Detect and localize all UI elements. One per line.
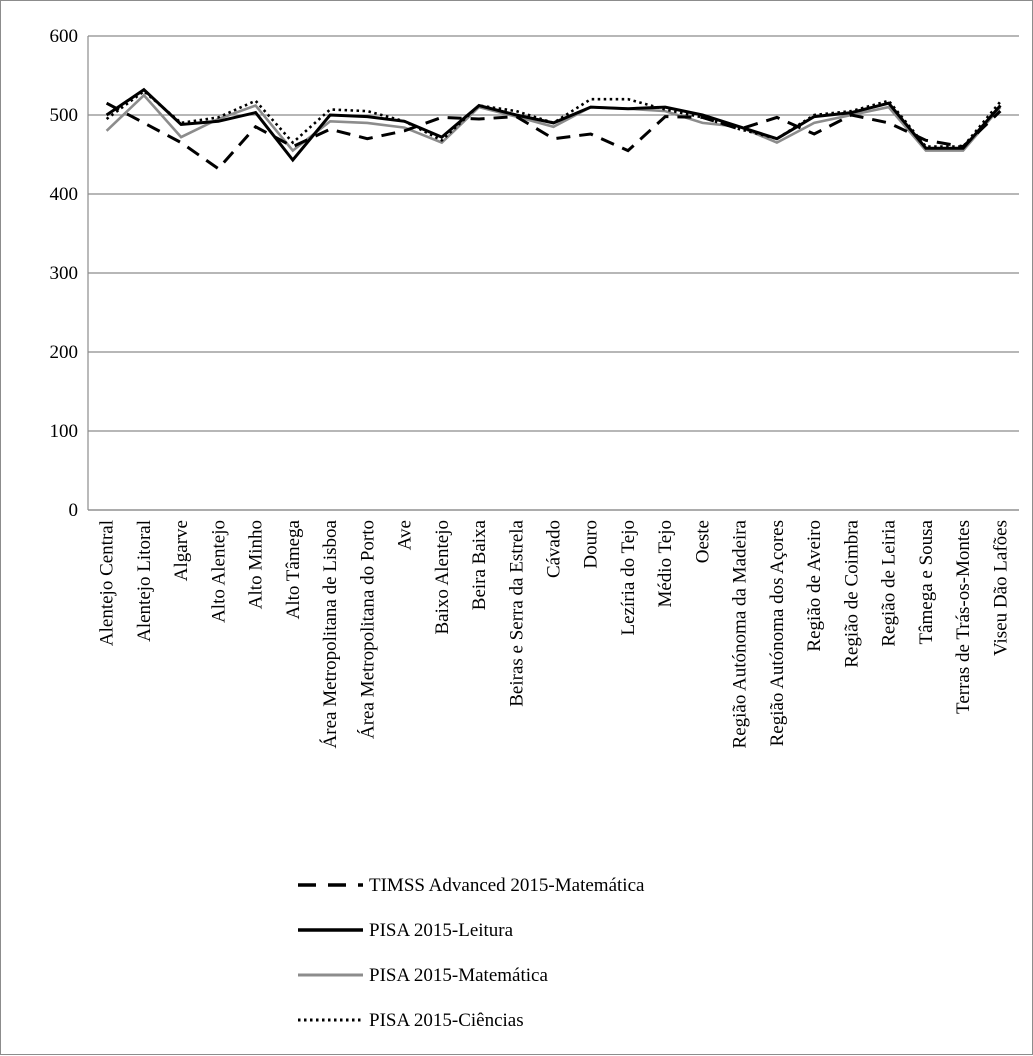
x-category-label: Viseu Dão Lafões: [990, 520, 1011, 656]
x-category-label: Alto Alentejo: [208, 520, 229, 623]
x-category-label: Ave: [395, 520, 416, 550]
x-category-label: Lezíria do Tejo: [618, 520, 639, 635]
legend-label: TIMSS Advanced 2015-Matemática: [369, 875, 645, 896]
x-category-label: Região de Leiria: [879, 519, 900, 646]
y-tick-label: 400: [50, 184, 79, 205]
x-category-label: Médio Tejo: [655, 520, 676, 608]
x-category-label: Alto Minho: [246, 520, 267, 609]
series-lines: [105, 87, 1002, 171]
x-axis-categories: Alentejo Central Alentejo Litoral Algarve A…: [97, 519, 1012, 748]
x-category-label: Área Metropolitana do Porto: [356, 520, 378, 739]
x-category-label: Algarve: [171, 520, 192, 581]
x-category-label: Área Metropolitana de Lisboa: [319, 519, 341, 748]
x-category-label: Douro: [581, 520, 602, 569]
y-tick-label: 600: [50, 26, 79, 47]
y-tick-label: 300: [50, 263, 79, 284]
legend: TIMSS Advanced 2015-Matemática PISA 2015-…: [298, 875, 645, 1031]
x-category-label: Alto Tâmega: [283, 519, 304, 619]
axes: [87, 36, 1019, 511]
y-tick-label: 200: [50, 342, 79, 363]
x-category-label: Alentejo Litoral: [134, 520, 155, 642]
x-category-label: Região de Aveiro: [804, 520, 825, 652]
legend-label: PISA 2015-Leitura: [369, 920, 514, 941]
y-tick-label: 100: [50, 421, 79, 442]
y-tick-label: 500: [50, 105, 79, 126]
x-category-label: Baixo Alentejo: [432, 520, 453, 635]
series-line-3: [105, 89, 1002, 148]
x-category-label: Região de Coimbra: [841, 519, 862, 667]
legend-label: PISA 2015-Ciências: [369, 1010, 524, 1031]
x-category-label: Região Autónoma dos Açores: [767, 520, 788, 746]
x-category-label: Cávado: [544, 520, 565, 578]
y-tick-label: 0: [69, 500, 79, 521]
legend-label: PISA 2015-Matemática: [369, 965, 548, 986]
x-category-label: Tâmega e Sousa: [916, 519, 937, 644]
x-category-label: Região Autónoma da Madeira: [730, 519, 751, 748]
x-category-label: Beira Baixa: [469, 519, 490, 610]
y-axis-ticks: 0 100 200 300 400 500 600: [50, 26, 79, 521]
x-category-label: Beiras e Serra da Estrela: [506, 519, 527, 706]
x-category-label: Terras de Trás-os-Montes: [953, 520, 974, 714]
x-category-label: Oeste: [692, 520, 713, 563]
x-category-label: Alentejo Central: [97, 520, 118, 646]
series-line-1: [105, 87, 1002, 163]
series-line-0: [105, 101, 1002, 171]
